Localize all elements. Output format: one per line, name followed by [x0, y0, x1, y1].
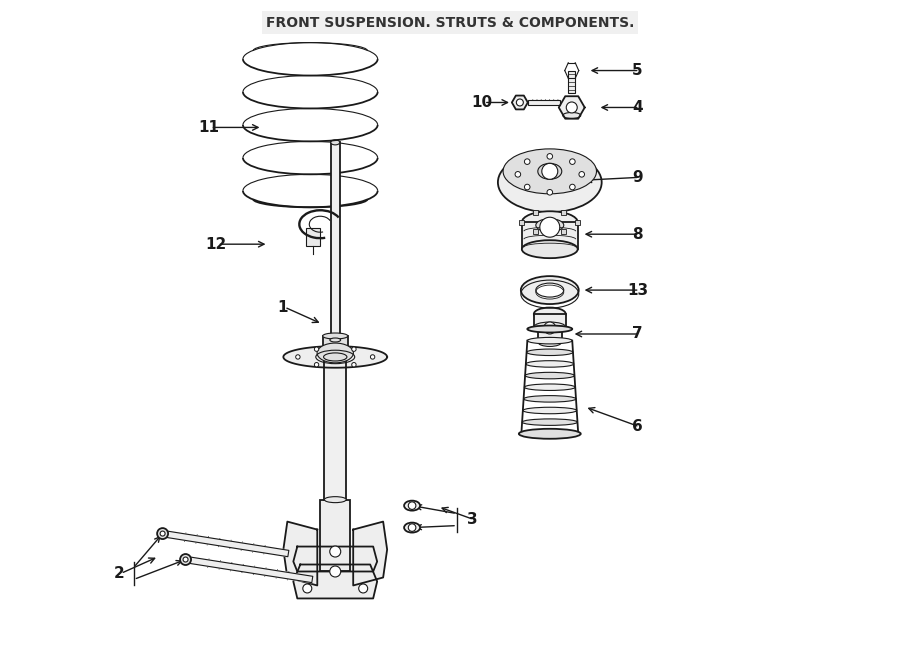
FancyBboxPatch shape	[527, 100, 560, 105]
Circle shape	[359, 584, 368, 593]
Ellipse shape	[538, 324, 562, 334]
FancyBboxPatch shape	[522, 222, 578, 249]
FancyBboxPatch shape	[568, 71, 575, 93]
FancyBboxPatch shape	[320, 500, 350, 571]
Text: 5: 5	[633, 63, 643, 78]
Polygon shape	[293, 565, 377, 598]
Ellipse shape	[324, 496, 346, 502]
Ellipse shape	[536, 218, 563, 232]
Circle shape	[409, 524, 416, 532]
Ellipse shape	[525, 372, 574, 379]
Ellipse shape	[523, 407, 577, 414]
Text: 1: 1	[277, 299, 288, 314]
FancyBboxPatch shape	[534, 314, 566, 327]
Ellipse shape	[534, 322, 566, 332]
FancyBboxPatch shape	[324, 342, 346, 500]
Polygon shape	[185, 556, 313, 583]
Text: 3: 3	[466, 512, 477, 527]
Circle shape	[579, 171, 584, 177]
Ellipse shape	[527, 326, 572, 332]
Ellipse shape	[562, 113, 580, 118]
Circle shape	[302, 584, 311, 593]
Text: 6: 6	[632, 419, 643, 434]
Text: 13: 13	[627, 283, 648, 298]
Ellipse shape	[536, 283, 563, 297]
Ellipse shape	[522, 419, 578, 426]
Circle shape	[517, 99, 523, 106]
Ellipse shape	[322, 333, 348, 339]
Bar	[562, 229, 566, 234]
Circle shape	[409, 502, 416, 510]
Circle shape	[371, 355, 374, 359]
Ellipse shape	[526, 361, 573, 367]
FancyBboxPatch shape	[538, 329, 562, 342]
FancyBboxPatch shape	[331, 142, 339, 342]
Ellipse shape	[331, 140, 339, 145]
Text: 12: 12	[205, 237, 226, 252]
Circle shape	[329, 546, 341, 557]
Ellipse shape	[519, 429, 580, 439]
Bar	[534, 211, 538, 215]
Polygon shape	[293, 547, 377, 571]
Ellipse shape	[498, 152, 602, 213]
Polygon shape	[512, 95, 527, 109]
Circle shape	[314, 347, 319, 352]
Circle shape	[544, 322, 556, 334]
Ellipse shape	[330, 338, 340, 342]
Polygon shape	[284, 522, 318, 585]
Text: 11: 11	[198, 120, 219, 135]
Text: 4: 4	[633, 100, 643, 115]
Bar	[562, 211, 566, 215]
Ellipse shape	[538, 164, 562, 179]
Text: 9: 9	[633, 170, 643, 185]
Circle shape	[570, 184, 575, 190]
Circle shape	[180, 554, 191, 565]
FancyBboxPatch shape	[322, 336, 348, 348]
Circle shape	[158, 528, 168, 539]
Polygon shape	[162, 530, 289, 557]
Circle shape	[329, 566, 341, 577]
Circle shape	[542, 164, 558, 179]
Bar	[534, 229, 538, 234]
Circle shape	[160, 531, 165, 536]
Ellipse shape	[526, 349, 573, 355]
Circle shape	[314, 363, 319, 367]
Circle shape	[547, 189, 553, 195]
Circle shape	[525, 159, 530, 164]
Circle shape	[547, 154, 553, 159]
Polygon shape	[284, 346, 387, 367]
Ellipse shape	[522, 240, 578, 258]
Polygon shape	[353, 522, 387, 585]
Circle shape	[566, 102, 577, 113]
Ellipse shape	[534, 308, 566, 320]
Circle shape	[183, 557, 188, 562]
Text: 8: 8	[633, 226, 643, 242]
Ellipse shape	[521, 276, 579, 304]
Ellipse shape	[522, 211, 578, 233]
Circle shape	[296, 355, 300, 359]
Circle shape	[570, 159, 575, 164]
Ellipse shape	[404, 522, 420, 532]
Circle shape	[540, 217, 560, 237]
Ellipse shape	[404, 500, 420, 510]
Ellipse shape	[521, 430, 578, 437]
Ellipse shape	[317, 343, 354, 363]
Circle shape	[525, 184, 530, 190]
Ellipse shape	[503, 149, 597, 194]
Text: 7: 7	[633, 326, 643, 342]
Ellipse shape	[525, 384, 575, 391]
FancyBboxPatch shape	[306, 228, 320, 246]
Circle shape	[352, 363, 356, 367]
Bar	[575, 220, 580, 224]
Text: 2: 2	[113, 566, 124, 581]
Circle shape	[352, 347, 356, 352]
Text: 10: 10	[472, 95, 492, 110]
Ellipse shape	[538, 338, 562, 346]
Text: FRONT SUSPENSION. STRUTS & COMPONENTS.: FRONT SUSPENSION. STRUTS & COMPONENTS.	[266, 16, 634, 30]
Ellipse shape	[524, 396, 576, 402]
Circle shape	[515, 171, 521, 177]
Ellipse shape	[527, 338, 572, 344]
Polygon shape	[559, 96, 585, 118]
Bar	[519, 220, 525, 224]
